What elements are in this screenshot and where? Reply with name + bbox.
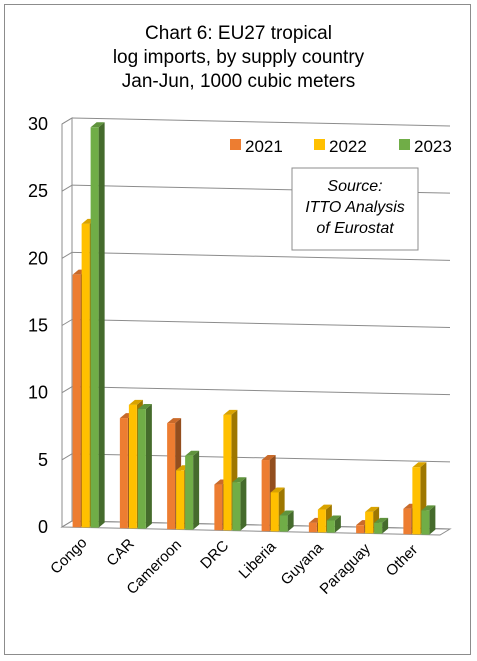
category-label-liberia: Liberia [236,538,280,582]
gridline-depth [61,386,73,394]
bar-top [374,517,389,523]
bar-2022-guyana [317,509,326,533]
source-line: of Eurostat [316,220,394,237]
gridline [71,319,451,328]
gridline-depth [61,319,73,326]
bar-top [185,450,200,456]
y-tick-label: 25 [28,181,48,201]
category-label-paraguay: Paraguay [317,540,375,598]
legend-swatch-2022 [314,139,325,150]
category-label-other: Other [383,541,422,580]
bar-top [128,399,143,405]
bar-top [137,404,152,410]
legend-label-2022: 2022 [329,137,367,156]
source-line: Source: [327,178,382,195]
bar-2023-car [137,409,146,529]
bar-side [193,450,200,530]
y-tick-label: 5 [38,450,48,470]
bar-side [382,517,389,534]
legend: 2021 2022 2023 [230,137,452,156]
bar-2023-guyana [326,520,335,533]
bar-2021-car [119,418,128,529]
bars [72,122,436,535]
bar-2022-liberia [270,492,279,532]
bar-2022-other [412,467,421,535]
bar-side [98,122,105,528]
bar-top [279,510,294,516]
bar-top [270,487,285,493]
gridlines [61,117,451,530]
bar-top [90,122,105,128]
bar-side [145,404,152,529]
category-label-drc: DRC [197,537,232,572]
bar-top [412,462,427,468]
category-label-car: CAR [103,535,138,570]
bar-top [317,504,332,510]
bar-top [421,505,436,511]
chart-title-line-3: Jan-Jun, 1000 cubic meters [121,71,356,92]
bar-top [365,506,380,512]
gridline-depth [61,251,73,259]
bar-2021-other [403,508,412,535]
bar-2021-congo [72,274,81,528]
gridline-depth [61,184,73,192]
category-label-congo: Congo [47,534,90,577]
gridline-depth [61,117,73,125]
bar-2022-car [128,404,137,529]
y-axis-ticks: 0 5 10 15 20 25 30 [28,114,48,537]
bar-side [240,477,247,531]
bar-top [326,515,341,521]
bar-2021-cameroon [167,423,176,530]
chart-title-line-2: log imports, by supply country [112,47,365,68]
y-tick-label: 30 [28,114,48,134]
source-box-border [291,167,419,251]
chart-title-line-1: Chart 6: EU27 tropical [145,23,332,44]
bar-2021-drc [214,484,223,531]
legend-swatch-2021 [230,139,241,150]
bar-top [167,418,182,424]
bar-2022-paraguay [365,511,374,534]
bar-2021-liberia [261,460,270,532]
bar-2023-congo [90,127,99,528]
bar-2023-liberia [279,515,288,532]
category-label-guyana: Guyana [278,539,328,589]
gridline [71,386,451,396]
source-box: Source: ITTO Analysis of Eurostat [291,167,419,251]
legend-label-2021: 2021 [245,137,283,156]
source-line: ITTO Analysis [305,199,405,216]
bar-top [232,477,247,483]
bar-2022-cameroon [176,470,185,530]
chart-title: Chart 6: EU27 tropical log imports, by s… [0,22,477,94]
bar-top [261,455,276,461]
legend-swatch-2023 [399,139,410,150]
gridline-depth [61,520,73,528]
bar-side [429,505,436,535]
y-tick-label: 15 [28,316,48,336]
y-tick-label: 10 [28,383,48,403]
legend-label-2023: 2023 [414,137,452,156]
y-tick-label: 0 [38,517,48,537]
bar-2023-drc [232,482,241,531]
bar-top [223,409,238,415]
bar-2021-paraguay [356,525,365,534]
bar-2022-drc [223,414,232,531]
y-tick-label: 20 [28,248,48,268]
bar-side [287,510,294,532]
gridline-depth [61,453,73,461]
bar-2022-congo [81,223,90,528]
bar-2023-other [421,510,430,535]
gridline [71,117,451,127]
bar-2023-cameroon [185,455,194,530]
bar-2023-paraguay [374,522,383,534]
bar-side [334,515,341,533]
bar-2021-guyana [308,522,317,533]
gridline [71,251,451,261]
